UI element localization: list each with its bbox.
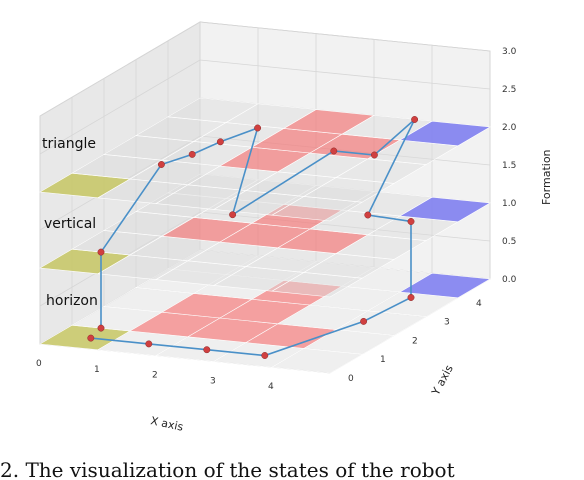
path-point — [145, 340, 153, 348]
x-tick-label: 1 — [94, 365, 100, 375]
z-tick-label: 0.5 — [502, 237, 516, 247]
y-axis-label: Y axis — [429, 363, 456, 399]
z-axis-label: Formation — [540, 149, 553, 205]
goal-cell — [399, 120, 491, 147]
path-point — [97, 324, 105, 332]
path-point — [364, 211, 372, 219]
figure-caption: 2. The visualization of the states of th… — [0, 458, 455, 480]
path-point — [216, 138, 224, 146]
state-path — [87, 116, 419, 359]
path-point — [97, 248, 105, 256]
path-point — [157, 161, 165, 168]
z-tick-label: 3.0 — [502, 47, 517, 57]
layer-label-vertical: vertical — [44, 216, 96, 232]
path-point — [261, 352, 269, 359]
grid-line — [39, 21, 201, 117]
path-point — [188, 150, 196, 158]
tick-labels: 0 1 2 3 4 0 1 2 3 4 0.0 0.5 1.0 1.5 2.0 2.5 3.0 — [36, 47, 517, 392]
y-tick-label: 2 — [412, 336, 418, 346]
y-tick-label: 0 — [348, 374, 354, 384]
path-line — [90, 118, 416, 357]
path-point — [203, 346, 211, 354]
layer-label-horizon: horizon — [46, 293, 98, 309]
z-tick-label: 2.5 — [502, 85, 516, 95]
goal-cell — [399, 272, 491, 299]
path-point — [407, 294, 415, 301]
path-point — [330, 147, 338, 155]
path-point — [254, 124, 262, 132]
grid-line — [199, 21, 491, 52]
y-tick-label: 3 — [444, 318, 450, 328]
path-point — [360, 317, 368, 325]
y-tick-label: 1 — [380, 355, 386, 365]
layer-label-triangle: triangle — [42, 136, 96, 152]
x-tick-label: 4 — [268, 382, 274, 392]
x-axis-label: X axis — [149, 414, 184, 434]
x-tick-label: 3 — [210, 376, 216, 386]
path-point — [229, 211, 237, 219]
grid-line — [39, 59, 201, 155]
x-tick-label: 0 — [36, 359, 42, 369]
path-point — [87, 334, 95, 342]
layer-cells — [39, 97, 491, 374]
z-tick-label: 1.5 — [502, 161, 516, 171]
path-point — [370, 151, 378, 159]
z-tick-label: 2.0 — [502, 123, 517, 133]
goal-cell — [399, 196, 491, 223]
z-tick-label: 1.0 — [502, 199, 517, 209]
grid-line — [199, 59, 491, 90]
path-point — [407, 218, 415, 225]
x-tick-label: 2 — [152, 371, 158, 381]
path-point — [411, 116, 419, 123]
y-tick-label: 4 — [476, 299, 482, 309]
z-tick-label: 0.0 — [502, 275, 517, 285]
grid-line — [199, 211, 491, 242]
